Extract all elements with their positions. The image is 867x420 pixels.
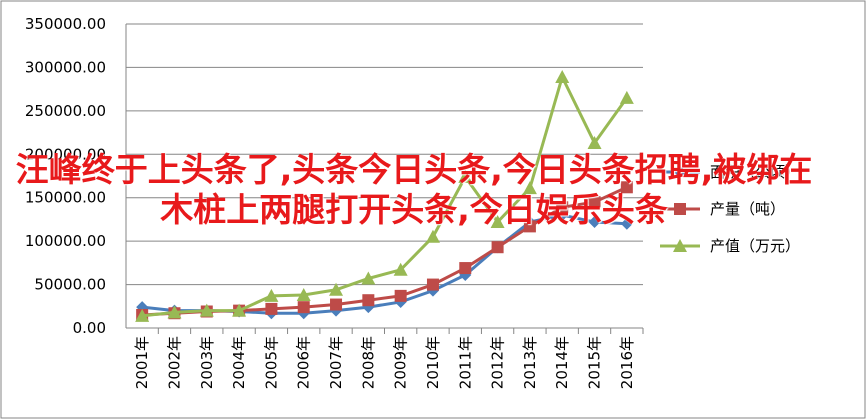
y-tick-label: 100000.00	[25, 232, 106, 250]
x-tick-label: 2012年	[489, 336, 507, 389]
y-tick-label: 300000.00	[25, 58, 106, 76]
y-tick-label: 250000.00	[25, 102, 106, 120]
x-tick-label: 2003年	[198, 336, 216, 389]
y-tick-label: 50000.00	[34, 276, 106, 294]
data-point	[265, 302, 278, 315]
legend-label: 产值（万元）	[710, 237, 800, 255]
legend-marker	[673, 239, 687, 252]
y-tick-label: 350000.00	[25, 15, 106, 33]
data-point	[362, 294, 375, 307]
data-point	[199, 303, 214, 317]
data-point	[459, 262, 472, 275]
data-point	[393, 262, 408, 276]
y-tick-label: 200000.00	[25, 145, 106, 163]
data-point	[394, 289, 407, 302]
x-tick-label: 2013年	[521, 336, 539, 389]
data-point	[296, 287, 311, 301]
x-tick-label: 2014年	[553, 336, 571, 389]
x-tick-label: 2001年	[133, 336, 151, 389]
data-point	[297, 301, 310, 314]
data-point	[135, 308, 150, 322]
data-point	[556, 201, 569, 214]
data-point	[620, 181, 633, 194]
x-tick-label: 2015年	[586, 336, 604, 389]
data-point	[330, 298, 343, 311]
x-tick-label: 2008年	[359, 336, 377, 389]
data-point	[555, 69, 570, 83]
data-point	[587, 135, 602, 149]
x-tick-label: 2004年	[230, 336, 248, 389]
data-point	[425, 229, 440, 243]
data-point	[523, 220, 536, 233]
y-tick-label: 150000.00	[25, 189, 106, 207]
legend-label: 产量（吨）	[710, 200, 785, 218]
x-tick-label: 2007年	[327, 336, 345, 389]
x-tick-label: 2011年	[456, 336, 474, 389]
y-tick-label: 0.00	[73, 319, 106, 337]
series-line	[141, 72, 629, 318]
data-point	[490, 215, 505, 229]
data-point	[167, 305, 182, 319]
x-tick-label: 2009年	[392, 336, 410, 389]
data-point	[522, 181, 537, 195]
x-tick-label: 2005年	[262, 336, 280, 389]
data-point	[491, 241, 504, 254]
data-point	[361, 271, 376, 285]
overlay-text: 汪峰终于上头条了,头条今日头条,今日头条招聘,被绑在木桩上两腿打开头条,今日娱乐…	[15, 150, 813, 229]
data-point	[329, 282, 344, 296]
x-tick-label: 2016年	[618, 336, 636, 389]
data-point	[458, 169, 473, 183]
data-point	[588, 216, 601, 229]
legend-marker	[674, 203, 686, 215]
data-point	[232, 303, 247, 317]
data-point	[588, 196, 601, 209]
legend-label: 面积（公顷）	[710, 163, 800, 181]
data-point	[619, 90, 634, 104]
data-point	[426, 278, 439, 291]
data-point	[264, 288, 279, 302]
data-point	[620, 217, 633, 230]
legend-marker	[674, 166, 686, 178]
x-tick-label: 2006年	[295, 336, 313, 389]
x-tick-label: 2002年	[165, 336, 183, 389]
x-tick-label: 2010年	[424, 336, 442, 389]
